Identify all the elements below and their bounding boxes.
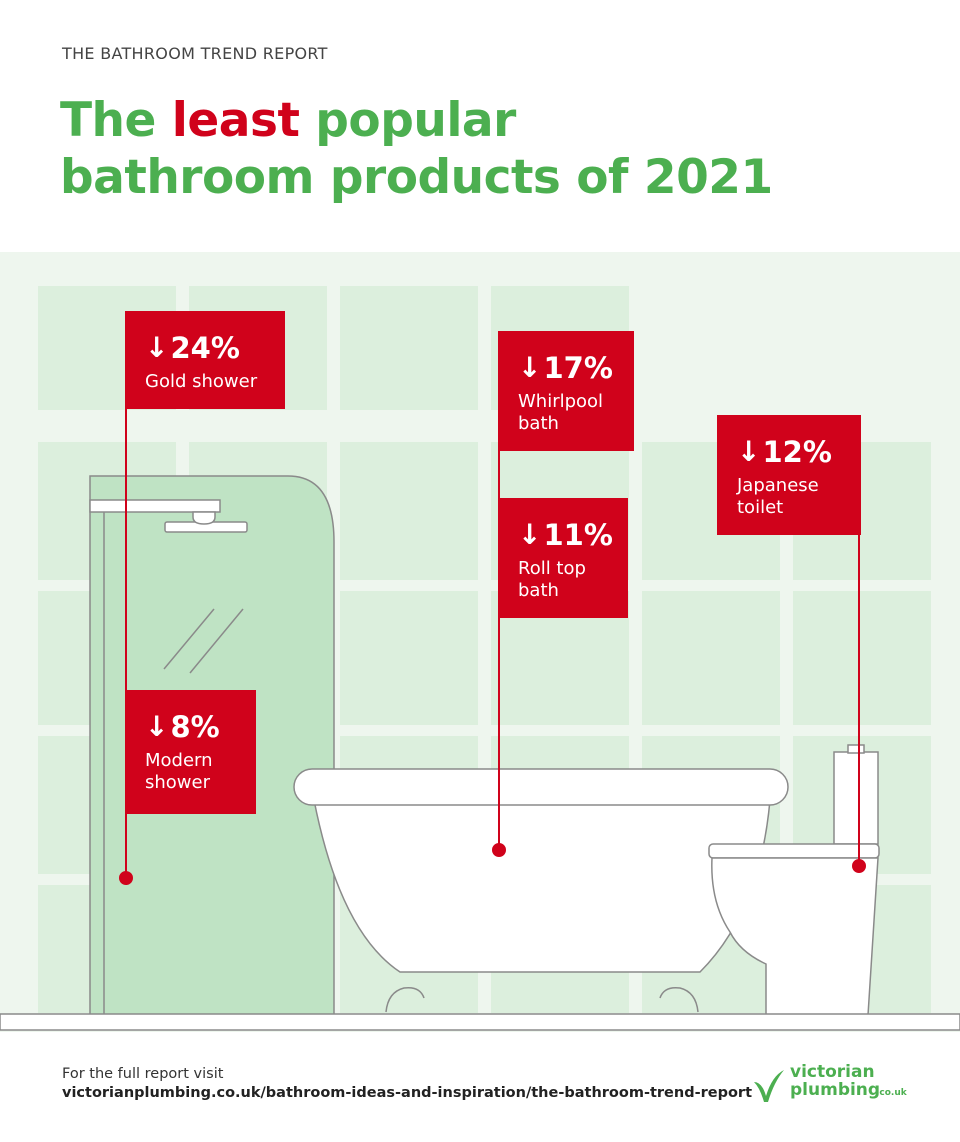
arrow-down-icon: ↓ bbox=[518, 351, 542, 384]
callout-stat: ↓ 11% bbox=[518, 518, 613, 552]
footer-link[interactable]: victorianplumbing.co.uk/bathroom-ideas-a… bbox=[62, 1085, 753, 1101]
arrow-down-icon: ↓ bbox=[145, 331, 169, 364]
callout-gold-shower: ↓ 24% Gold shower bbox=[125, 311, 285, 409]
callout-label: Gold shower bbox=[145, 371, 258, 392]
callout-label: Japanese toilet bbox=[737, 475, 819, 518]
callout-roll-top-bath: ↓ 11% Roll top bath bbox=[498, 498, 628, 618]
arrow-down-icon: ↓ bbox=[518, 518, 542, 551]
title-highlight: least bbox=[171, 93, 300, 148]
page-title: The least popular bathroom products of 2… bbox=[60, 92, 773, 206]
title-text: popular bbox=[299, 93, 516, 148]
checkmark-logo-icon bbox=[754, 1070, 784, 1102]
footer-intro: For the full report visit bbox=[62, 1066, 224, 1082]
callout-whirlpool-bath: ↓ 17% Whirlpool bath bbox=[498, 331, 634, 451]
callout-stat: ↓ 8% bbox=[145, 710, 236, 744]
stat-value: 12% bbox=[762, 435, 832, 469]
title-text: The bbox=[60, 93, 172, 148]
floor bbox=[0, 1013, 960, 1031]
bath-rim bbox=[293, 768, 789, 806]
toilet-cistern bbox=[833, 751, 879, 845]
title-line-2: bathroom products of 2021 bbox=[60, 150, 773, 205]
title-line-1: The least popular bbox=[60, 92, 773, 149]
callout-stat: ↓ 17% bbox=[518, 351, 614, 385]
bath-foot-right bbox=[659, 986, 699, 1013]
victorian-plumbing-logo[interactable]: victorian plumbing .co.uk bbox=[752, 1062, 912, 1106]
callout-modern-shower: ↓ 8% Modern shower bbox=[125, 690, 256, 814]
callout-japanese-toilet: ↓ 12% Japanese toilet bbox=[717, 415, 861, 535]
bathroom-illustration: ↓ 24% Gold shower ↓ 17% Whirlpool bath ↓ 12… bbox=[0, 252, 960, 1032]
arrow-down-icon: ↓ bbox=[145, 710, 169, 743]
stat-value: 11% bbox=[543, 518, 613, 552]
callout-label: Whirlpool bath bbox=[518, 391, 604, 434]
glass-reflection bbox=[163, 608, 215, 670]
stat-value: 8% bbox=[170, 710, 220, 744]
callout-stat: ↓ 24% bbox=[145, 331, 265, 365]
callout-stat: ↓ 12% bbox=[737, 435, 841, 469]
shower-head-arm bbox=[89, 499, 221, 513]
toilet-seat bbox=[708, 843, 880, 859]
logo-word-plumbing: plumbing bbox=[790, 1080, 881, 1100]
arrow-down-icon: ↓ bbox=[737, 435, 761, 468]
kicker: THE BATHROOM TREND REPORT bbox=[62, 44, 328, 63]
bath-foot-left bbox=[385, 986, 425, 1013]
callout-label: Roll top bath bbox=[518, 558, 586, 601]
callout-label: Modern shower bbox=[145, 750, 213, 793]
stat-value: 24% bbox=[170, 331, 240, 365]
logo-domain-suffix: .co.uk bbox=[876, 1088, 907, 1098]
logo-word-victorian: victorian bbox=[790, 1062, 875, 1082]
bath-body bbox=[313, 799, 771, 973]
stat-value: 17% bbox=[543, 351, 613, 385]
toilet-bowl bbox=[711, 857, 879, 1016]
